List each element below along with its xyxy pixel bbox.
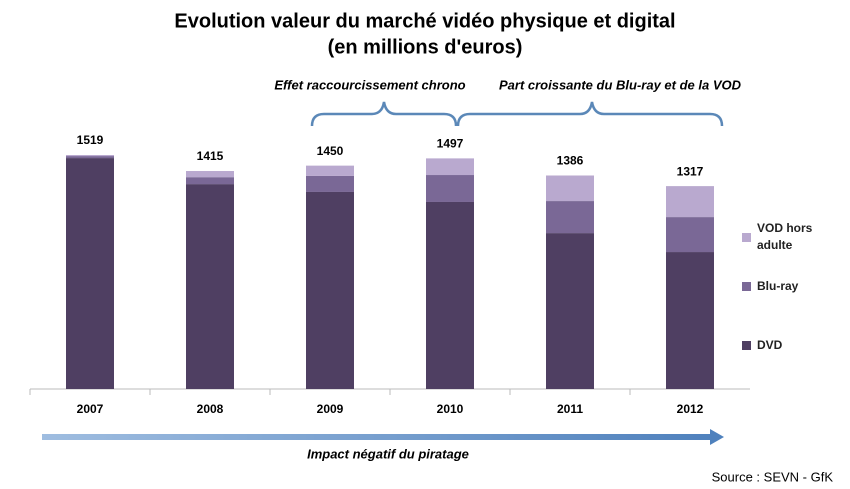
legend-item: DVD	[742, 337, 817, 354]
bar-segment	[426, 158, 474, 176]
brace	[456, 101, 724, 127]
bar-segment	[66, 156, 114, 159]
chart-subtitle: (en millions d'euros)	[328, 36, 523, 58]
bar-segment	[546, 233, 594, 389]
x-tick-label: 2012	[677, 402, 704, 416]
x-tick-label: 2007	[77, 402, 104, 416]
bar-segment	[186, 171, 234, 178]
bar-segment	[186, 184, 234, 389]
total-label: 1497	[437, 137, 464, 151]
x-tick-label: 2009	[317, 402, 344, 416]
x-tick-label: 2010	[437, 402, 464, 416]
annotation: Part croissante du Blu-ray et de la VOD	[499, 77, 742, 92]
legend-item: Blu-ray	[742, 278, 817, 295]
legend-swatch	[742, 232, 751, 242]
bar-segment	[426, 175, 474, 202]
chart-title: Evolution valeur du marché vidéo physiqu…	[174, 10, 675, 32]
bar-segment	[426, 201, 474, 389]
arrow	[42, 434, 712, 440]
total-label: 1519	[77, 133, 104, 147]
legend-label: Blu-ray	[757, 279, 799, 293]
bar-segment	[186, 177, 234, 185]
bar-segment	[66, 155, 114, 157]
bar-segment	[666, 186, 714, 218]
legend-item: VOD hors adulte	[742, 220, 817, 254]
arrow-head	[710, 429, 724, 445]
annotation: Impact négatif du piratage	[307, 446, 469, 461]
x-tick-label: 2011	[557, 402, 583, 416]
bar-segment	[546, 201, 594, 234]
x-tick-label: 2008	[197, 402, 224, 416]
bar-segment	[666, 217, 714, 253]
legend-swatch	[742, 341, 751, 350]
legend-label: DVD	[757, 338, 783, 352]
total-label: 1415	[197, 149, 224, 163]
source: Source : SEVN - GfK	[712, 469, 834, 484]
brace	[310, 101, 458, 127]
total-label: 1317	[677, 164, 704, 178]
bar-segment	[306, 175, 354, 192]
bar-segment	[306, 191, 354, 389]
total-label: 1450	[317, 144, 344, 158]
bar-segment	[546, 175, 594, 202]
legend-label: VOD hors adulte	[757, 221, 813, 252]
annotation: Effet raccourcissement chrono	[274, 77, 465, 92]
bar-segment	[306, 165, 354, 176]
total-label: 1386	[557, 154, 584, 168]
bar-segment	[66, 158, 114, 389]
legend-swatch	[742, 282, 751, 291]
bar-segment	[666, 252, 714, 389]
